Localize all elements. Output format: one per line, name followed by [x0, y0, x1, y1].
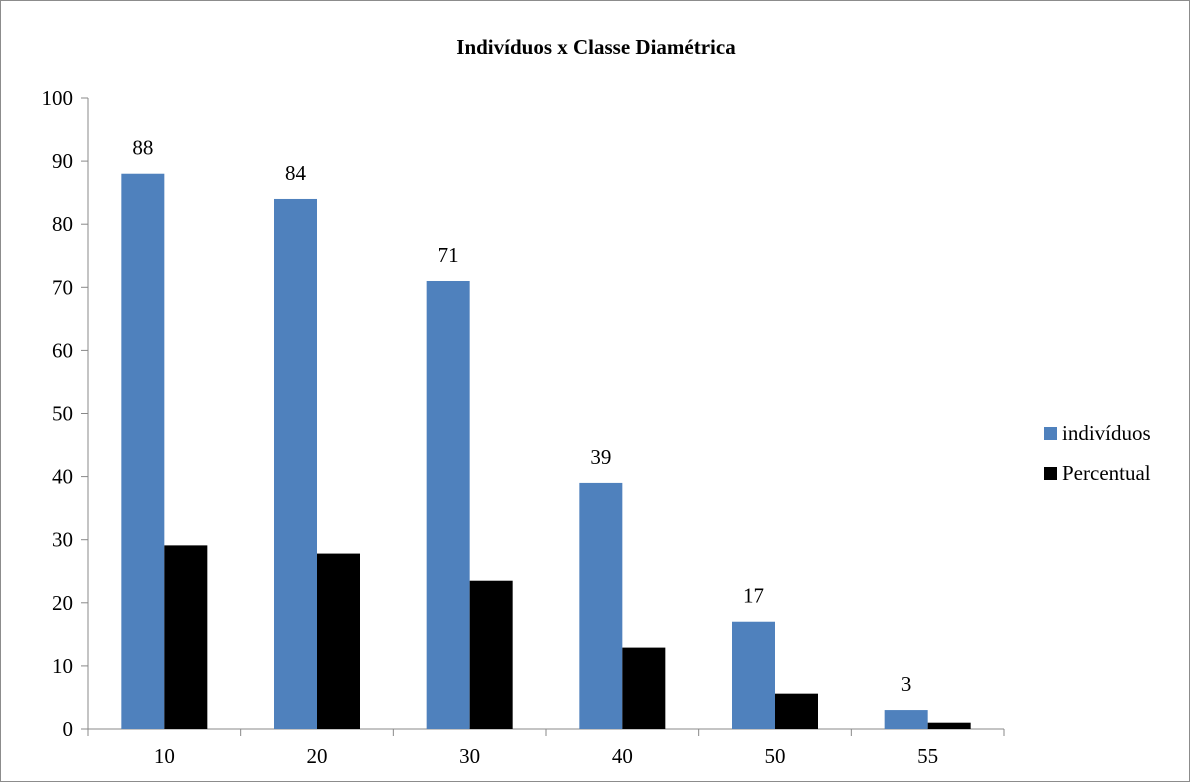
- bar-percentual: [469, 580, 513, 729]
- y-tick-label: 40: [52, 465, 73, 489]
- bar-percentual: [775, 693, 818, 729]
- y-tick-label: 100: [42, 86, 74, 110]
- x-tick-label: 50: [765, 744, 786, 768]
- bar-percentual: [927, 722, 971, 729]
- x-tick-label: 55: [917, 744, 938, 768]
- data-label: 39: [590, 445, 611, 469]
- bar-percentual: [622, 647, 666, 729]
- data-label: 84: [285, 161, 307, 185]
- x-tick-label: 10: [154, 744, 175, 768]
- x-tick-label: 30: [459, 744, 480, 768]
- legend-swatch: [1044, 467, 1057, 480]
- data-label: 71: [438, 243, 459, 267]
- y-tick-label: 90: [52, 149, 73, 173]
- bar-individuos: [274, 198, 317, 729]
- legend-swatch: [1044, 427, 1057, 440]
- y-tick-label: 0: [63, 717, 74, 741]
- bar-individuos: [426, 280, 470, 729]
- bar-percentual: [164, 545, 208, 729]
- bar-individuos: [884, 710, 928, 729]
- bar-individuos: [121, 173, 165, 730]
- chart-title: Indivíduos x Classe Diamétrica: [456, 35, 736, 59]
- bar-individuos: [579, 482, 623, 729]
- legend-item: indivíduos: [1044, 421, 1151, 446]
- data-label: 3: [901, 672, 912, 696]
- data-label: 88: [132, 136, 153, 160]
- y-tick-label: 20: [52, 591, 73, 615]
- y-tick-label: 70: [52, 275, 73, 299]
- legend-item: Percentual: [1044, 461, 1151, 486]
- legend-label: indivíduos: [1062, 421, 1151, 445]
- legend-label: Percentual: [1062, 461, 1151, 485]
- x-tick-label: 40: [612, 744, 633, 768]
- y-tick-label: 10: [52, 654, 73, 678]
- y-tick-label: 50: [52, 402, 73, 426]
- y-tick-label: 80: [52, 212, 73, 236]
- legend: indivíduos Percentual: [1044, 421, 1151, 501]
- y-tick-label: 30: [52, 528, 73, 552]
- y-tick-label: 60: [52, 338, 73, 362]
- data-label: 17: [743, 584, 764, 608]
- x-tick-label: 20: [307, 744, 328, 768]
- bar-individuos: [732, 621, 775, 729]
- bar-percentual: [317, 553, 360, 729]
